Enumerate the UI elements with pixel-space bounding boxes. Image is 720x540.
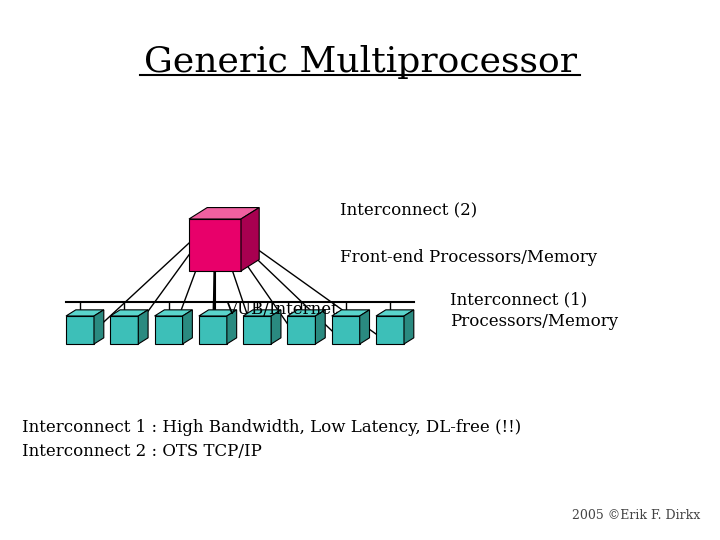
Text: Interconnect (2): Interconnect (2) — [340, 202, 477, 219]
Polygon shape — [332, 316, 360, 344]
Polygon shape — [110, 310, 148, 316]
Polygon shape — [183, 310, 192, 344]
Polygon shape — [199, 310, 237, 316]
Polygon shape — [241, 207, 259, 271]
Polygon shape — [138, 310, 148, 344]
Polygon shape — [189, 219, 241, 271]
Polygon shape — [287, 310, 325, 316]
Polygon shape — [94, 310, 104, 344]
Polygon shape — [66, 310, 104, 316]
Polygon shape — [155, 316, 183, 344]
Polygon shape — [66, 316, 94, 344]
Polygon shape — [189, 207, 259, 219]
Text: Processors/Memory: Processors/Memory — [450, 314, 618, 330]
Polygon shape — [360, 310, 369, 344]
Text: Interconnect (1): Interconnect (1) — [450, 292, 588, 308]
Polygon shape — [315, 310, 325, 344]
Polygon shape — [243, 310, 281, 316]
Text: Interconnect 1 : High Bandwidth, Low Latency, DL-free (!!): Interconnect 1 : High Bandwidth, Low Lat… — [22, 420, 521, 436]
Polygon shape — [155, 310, 192, 316]
Polygon shape — [199, 316, 227, 344]
Text: 2005 ©Erik F. Dirkx: 2005 ©Erik F. Dirkx — [572, 509, 700, 522]
Polygon shape — [243, 316, 271, 344]
Polygon shape — [287, 316, 315, 344]
Polygon shape — [376, 310, 414, 316]
Polygon shape — [332, 310, 369, 316]
Text: Front-end Processors/Memory: Front-end Processors/Memory — [340, 248, 597, 266]
Text: Generic Multiprocessor: Generic Multiprocessor — [143, 45, 577, 79]
Text: VUB/Internet: VUB/Internet — [225, 300, 338, 318]
Polygon shape — [376, 316, 404, 344]
Polygon shape — [404, 310, 414, 344]
Polygon shape — [110, 316, 138, 344]
Polygon shape — [227, 310, 237, 344]
Polygon shape — [271, 310, 281, 344]
Text: Interconnect 2 : OTS TCP/IP: Interconnect 2 : OTS TCP/IP — [22, 443, 262, 461]
